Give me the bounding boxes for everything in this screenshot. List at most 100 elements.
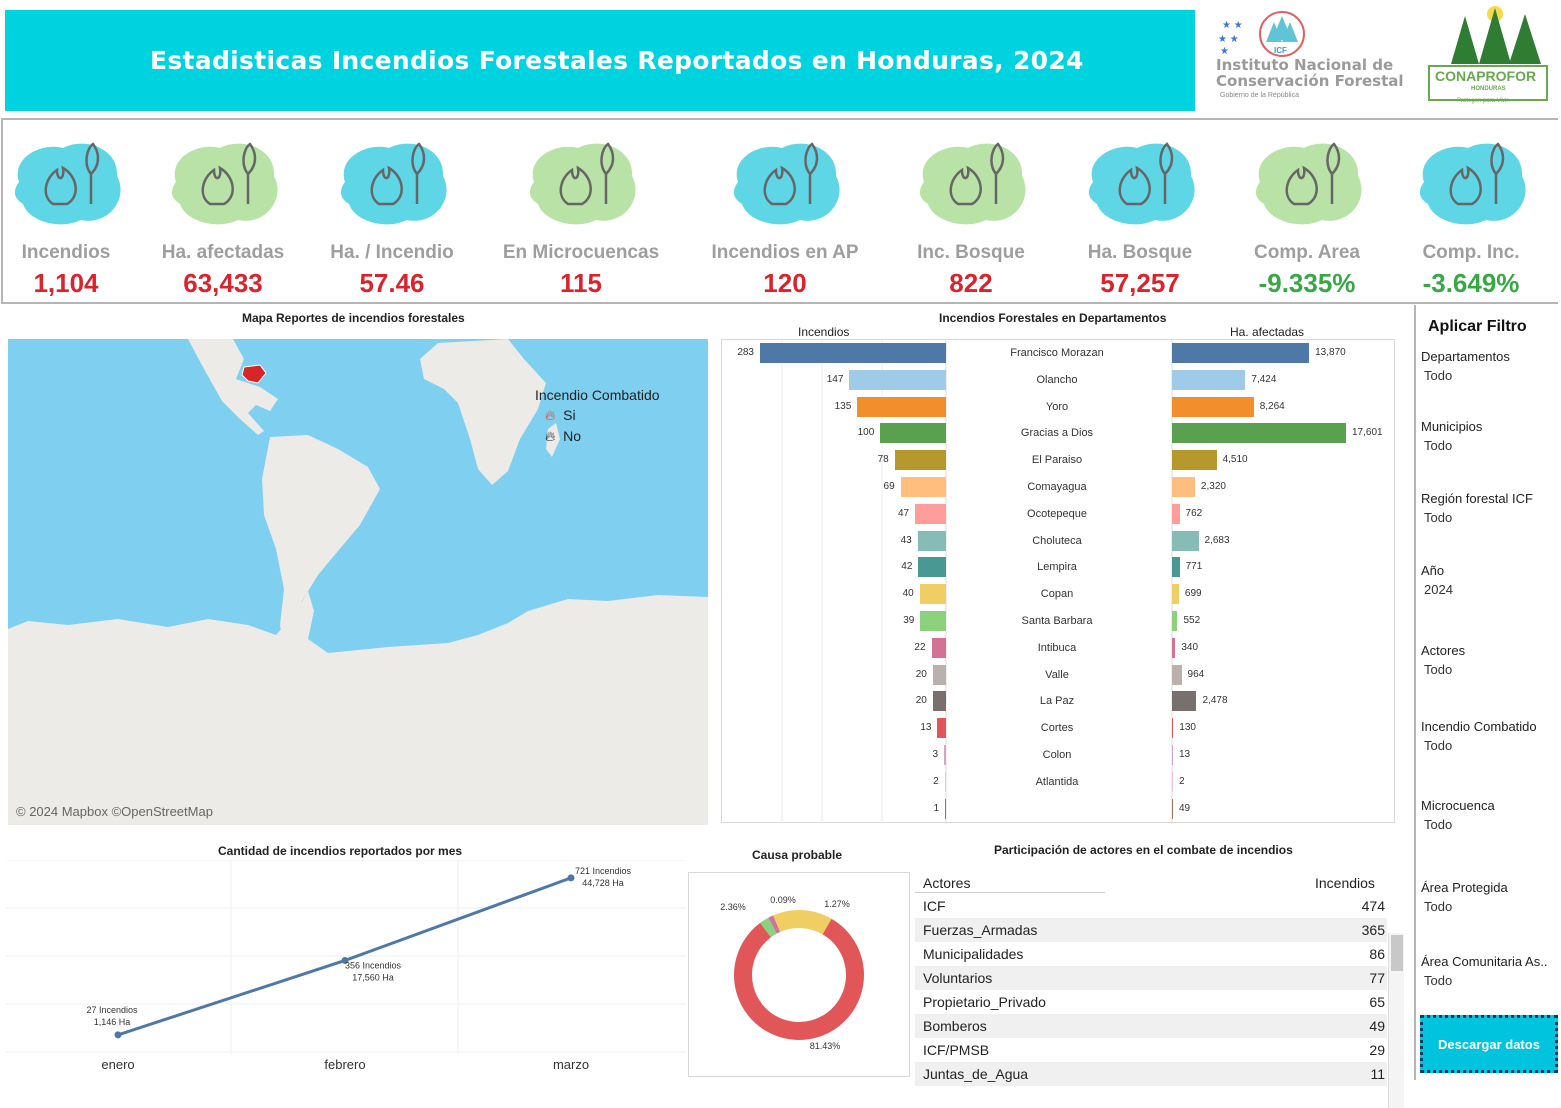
filter-value[interactable]: Todo: [1424, 510, 1453, 525]
department-row[interactable]: 47 Ocotepeque 762: [722, 503, 1396, 525]
department-row[interactable]: 100 Gracias a Dios 17,601: [722, 422, 1396, 444]
department-row[interactable]: 40 Copan 699: [722, 583, 1396, 605]
bar-incendios[interactable]: [917, 530, 946, 551]
donut-slice[interactable]: [721, 897, 878, 1054]
filter-value[interactable]: Todo: [1424, 368, 1453, 383]
bar-incendios[interactable]: [894, 450, 946, 471]
bar-hectares[interactable]: [1172, 503, 1180, 524]
kpi-value: 57.46: [359, 268, 425, 298]
bar-incendios[interactable]: [944, 745, 946, 765]
bar-incendios[interactable]: [760, 343, 946, 363]
table-row[interactable]: Propietario_Privado 65: [915, 990, 1387, 1014]
bar-hectares[interactable]: [1172, 477, 1195, 497]
department-row[interactable]: 135 Yoro 8,264: [722, 396, 1396, 418]
filters-panel: Aplicar Filtro Departamentos Todo Municipi…: [1414, 305, 1559, 1080]
bar-hectares[interactable]: [1172, 691, 1197, 712]
bar-hectares[interactable]: [1172, 530, 1199, 551]
filter-microcuenca[interactable]: Microcuenca Todo: [1421, 798, 1561, 832]
department-row[interactable]: 2 Atlantida 2: [722, 771, 1396, 793]
donut-slice[interactable]: [723, 899, 874, 1050]
bar-incendios[interactable]: [931, 637, 946, 658]
department-row[interactable]: 147 Olancho 7,424: [722, 369, 1396, 391]
table-row[interactable]: ICF 474: [915, 894, 1387, 918]
bar-hectares[interactable]: [1172, 584, 1179, 605]
department-row[interactable]: 42 Lempira 771: [722, 556, 1396, 578]
filter-departamentos[interactable]: Departamentos Todo: [1421, 349, 1561, 383]
legend-item-si[interactable]: 🔥︎ Si: [545, 407, 660, 424]
bar-hectares[interactable]: [1172, 450, 1217, 471]
data-point[interactable]: [341, 956, 349, 964]
table-row[interactable]: Bomberos 49: [915, 1014, 1387, 1038]
bar-incendios[interactable]: [900, 477, 946, 497]
legend-label-no: No: [563, 428, 582, 444]
bar-incendios[interactable]: [920, 611, 946, 631]
filter-value[interactable]: Todo: [1424, 973, 1453, 988]
actors-scrollbar[interactable]: [1388, 933, 1404, 1108]
department-row[interactable]: 78 El Paraiso 4,510: [722, 449, 1396, 471]
filter-región-forestal-icf[interactable]: Región forestal ICF Todo: [1421, 491, 1561, 525]
department-row[interactable]: 3 Colon 13: [722, 744, 1396, 766]
bar-incendios[interactable]: [915, 503, 946, 524]
filter-área-protegida[interactable]: Área Protegida Todo: [1421, 880, 1561, 914]
donut-slice[interactable]: [723, 899, 875, 1051]
bar-hectares[interactable]: [1172, 423, 1346, 444]
actors-scroll-thumb[interactable]: [1391, 935, 1403, 971]
filter-label: Municipios: [1421, 419, 1483, 434]
bar-incendios[interactable]: [944, 771, 946, 792]
bar-incendios[interactable]: [937, 718, 946, 739]
bar-hectares[interactable]: [1172, 745, 1173, 765]
bar-hectares[interactable]: [1172, 771, 1173, 792]
bar-incendios[interactable]: [857, 396, 946, 417]
department-row[interactable]: 69 Comayagua 2,320: [722, 476, 1396, 498]
bar-incendios[interactable]: [945, 798, 946, 819]
bar-incendios[interactable]: [932, 691, 946, 712]
table-row[interactable]: Fuerzas_Armadas 365: [915, 918, 1387, 942]
filter-value[interactable]: Todo: [1424, 438, 1453, 453]
filter-value[interactable]: Todo: [1424, 738, 1453, 753]
filter-value[interactable]: Todo: [1424, 899, 1453, 914]
donut-slice[interactable]: [725, 901, 872, 1048]
table-row[interactable]: Municipalidades 86: [915, 942, 1387, 966]
department-row[interactable]: 283 Francisco Morazan 13,870: [722, 342, 1396, 364]
filter-value[interactable]: Todo: [1424, 817, 1453, 832]
bar-incendios[interactable]: [932, 664, 946, 685]
legend-item-no[interactable]: 🔥︎ No: [545, 428, 660, 445]
bar-hectares[interactable]: [1172, 396, 1254, 417]
bar-hectares[interactable]: [1172, 557, 1180, 578]
filter-año[interactable]: Año 2024: [1421, 563, 1561, 597]
kpi-card-3: Ha. / Incendio 57.46: [307, 120, 477, 306]
filter-municipios[interactable]: Municipios Todo: [1421, 419, 1561, 453]
department-row[interactable]: 22 Intibuca 340: [722, 637, 1396, 659]
bar-hectares[interactable]: [1172, 611, 1178, 631]
bar-hectares[interactable]: [1172, 798, 1173, 819]
filter-área-comunitaria-as[interactable]: Área Comunitaria As.. Todo: [1421, 954, 1561, 988]
filter-actores[interactable]: Actores Todo: [1421, 643, 1561, 677]
table-row[interactable]: Voluntarios 77: [915, 966, 1387, 990]
department-row[interactable]: 13 Cortes 130: [722, 717, 1396, 739]
department-row[interactable]: 20 Valle 964: [722, 664, 1396, 686]
bar-hectares[interactable]: [1172, 637, 1176, 658]
department-row[interactable]: 1 49: [722, 798, 1396, 820]
download-data-button[interactable]: Descargar datos: [1420, 1015, 1558, 1073]
bar-hectares[interactable]: [1172, 718, 1174, 739]
bar-hectares[interactable]: [1172, 369, 1246, 390]
world-map[interactable]: © 2024 Mapbox ©OpenStreetMap Incendio Co…: [8, 339, 708, 825]
bar-incendios[interactable]: [918, 557, 946, 578]
department-row[interactable]: 39 Santa Barbara 552: [722, 610, 1396, 632]
table-row[interactable]: ICF/PMSB 29: [915, 1038, 1387, 1062]
department-row[interactable]: 43 Choluteca 2,683: [722, 530, 1396, 552]
bar-incendios[interactable]: [849, 369, 946, 390]
bar-incendios[interactable]: [919, 584, 946, 605]
bar-hectares[interactable]: [1172, 664, 1182, 685]
filter-value[interactable]: 2024: [1424, 582, 1453, 597]
department-name: Ocotepeque: [1027, 507, 1087, 520]
data-point[interactable]: [114, 1031, 122, 1039]
filter-value[interactable]: Todo: [1424, 662, 1453, 677]
filter-incendio-combatido[interactable]: Incendio Combatido Todo: [1421, 719, 1561, 753]
department-row[interactable]: 20 La Paz 2,478: [722, 690, 1396, 712]
table-row[interactable]: Juntas_de_Agua 11: [915, 1062, 1387, 1086]
bar-incendios[interactable]: [880, 423, 946, 444]
bar-hectares[interactable]: [1172, 343, 1310, 363]
filter-label: Área Comunitaria As..: [1421, 954, 1548, 969]
data-point[interactable]: [567, 874, 575, 882]
